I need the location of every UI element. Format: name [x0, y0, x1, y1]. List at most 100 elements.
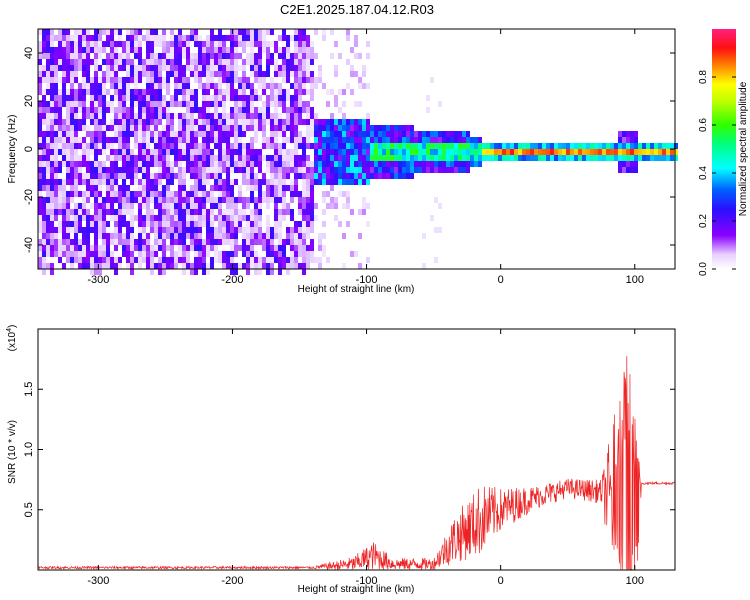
- spectrogram-cell: [338, 89, 342, 95]
- spectrogram-cell: [266, 47, 270, 59]
- spectrogram-cell: [162, 185, 166, 191]
- spectrogram-cell: [90, 59, 94, 65]
- spectrogram-cell: [222, 65, 226, 71]
- spectrogram-cell: [374, 173, 378, 179]
- spectrogram-cell: [362, 209, 366, 215]
- spectrogram-cell: [118, 137, 122, 143]
- spectrogram-cell: [66, 161, 70, 167]
- spectrogram-cell: [178, 257, 182, 263]
- spectrogram-cell: [318, 245, 322, 251]
- spectrogram-cell: [226, 65, 230, 71]
- spectrogram-cell: [662, 143, 666, 149]
- spectrogram-cell: [62, 203, 66, 209]
- spectrogram-cell: [150, 41, 154, 47]
- spectrogram-cell: [118, 215, 122, 221]
- spectrogram-cell: [470, 155, 474, 161]
- spectrogram-cell: [638, 149, 642, 155]
- spectrogram-cell: [146, 41, 150, 53]
- spectrogram-cell: [334, 215, 338, 221]
- spectrogram-cell: [374, 167, 378, 173]
- spectrogram-cell: [186, 263, 190, 269]
- spectrogram-cell: [174, 257, 178, 263]
- spectrogram-cell: [74, 161, 78, 167]
- spectrogram-cell: [202, 41, 206, 47]
- spectrogram-cell: [326, 143, 330, 149]
- spectrogram-cell: [82, 47, 86, 53]
- spectrogram-cell: [378, 137, 382, 143]
- spectrogram-cell: [74, 221, 78, 233]
- spectrogram-cell: [78, 191, 82, 197]
- spectrogram-cell: [234, 167, 238, 173]
- spectrogram-cell: [178, 77, 182, 83]
- spectrogram-cell: [338, 131, 342, 137]
- spectrogram-cell: [82, 203, 86, 209]
- spectrogram-cell: [58, 209, 62, 215]
- spectrogram-cell: [218, 125, 222, 131]
- spectrogram-cell: [250, 233, 254, 239]
- spectrogram-cell: [234, 245, 238, 257]
- spectrogram-cell: [222, 35, 226, 41]
- spectrogram-cell: [434, 227, 438, 233]
- spectrogram-cell: [534, 143, 538, 149]
- spectrogram-cell: [646, 155, 650, 161]
- spectrogram-cell: [50, 227, 54, 233]
- spectrogram-cell: [246, 155, 250, 161]
- spectrogram-cell: [334, 131, 338, 137]
- spectrogram-cell: [626, 131, 630, 137]
- spectrogram-cell: [330, 161, 334, 167]
- spectrogram-cell: [210, 53, 214, 59]
- spectrogram-cell: [310, 221, 314, 227]
- spectrogram-cell: [434, 143, 438, 149]
- spectrogram-cell: [238, 143, 242, 155]
- spectrogram-cell: [302, 161, 306, 167]
- spectrogram-cell: [326, 203, 330, 209]
- spectrogram-cell: [254, 185, 258, 191]
- spectrogram-cell: [634, 143, 638, 149]
- spectrogram-cell: [46, 71, 50, 83]
- spectrogram-cell: [386, 143, 390, 149]
- spectrogram-cell: [354, 125, 358, 131]
- spectrogram-cell: [238, 107, 242, 113]
- spectrogram-cell: [306, 167, 310, 173]
- spectrogram-cell: [282, 59, 286, 65]
- spectrogram-cell: [430, 143, 434, 149]
- spectrogram-cell: [210, 173, 214, 179]
- spectrogram-cell: [322, 251, 326, 257]
- spectrogram-cell: [118, 173, 122, 179]
- spectrogram-cell: [322, 119, 326, 125]
- spectrogram-cell: [526, 143, 530, 149]
- spectrogram-cell: [522, 143, 526, 149]
- spectrogram-cell: [278, 101, 282, 107]
- spectrogram-cell: [218, 101, 222, 107]
- spectrogram-cell: [334, 161, 338, 167]
- spectrogram-cell: [282, 53, 286, 59]
- spectrogram-cell: [222, 209, 226, 215]
- spectrogram-cell: [106, 179, 110, 185]
- spectrogram-cell: [630, 155, 634, 161]
- spectrogram-cell: [322, 149, 326, 155]
- spectrogram-cell: [46, 41, 50, 53]
- spectrogram-cell: [134, 155, 138, 167]
- spectrogram-cell: [154, 65, 158, 77]
- spectrogram-cell: [326, 149, 330, 155]
- spectrogram-cell: [58, 47, 62, 59]
- spectrogram-cell: [658, 143, 662, 149]
- spectrogram-cell: [142, 113, 146, 119]
- spectrogram-cell: [206, 107, 210, 113]
- spectrogram-cell: [162, 53, 166, 59]
- spectrogram-cell: [358, 167, 362, 173]
- spectrogram-cell: [54, 173, 58, 179]
- spectrogram-cell: [602, 143, 606, 149]
- spectrogram-cell: [354, 41, 358, 47]
- spectrogram-cell: [54, 191, 58, 197]
- spectrogram-cell: [90, 119, 94, 125]
- spectrogram-cell: [102, 197, 106, 203]
- spectrogram-cell: [58, 125, 62, 131]
- spectrogram-cell: [138, 119, 142, 125]
- spectrogram-cell: [170, 47, 174, 59]
- spectrogram-cell: [490, 155, 494, 161]
- spectrogram-cell: [226, 59, 230, 65]
- spectrogram-cell: [254, 107, 258, 119]
- spectrogram-cell: [318, 131, 322, 137]
- spectrogram-cell: [254, 53, 258, 65]
